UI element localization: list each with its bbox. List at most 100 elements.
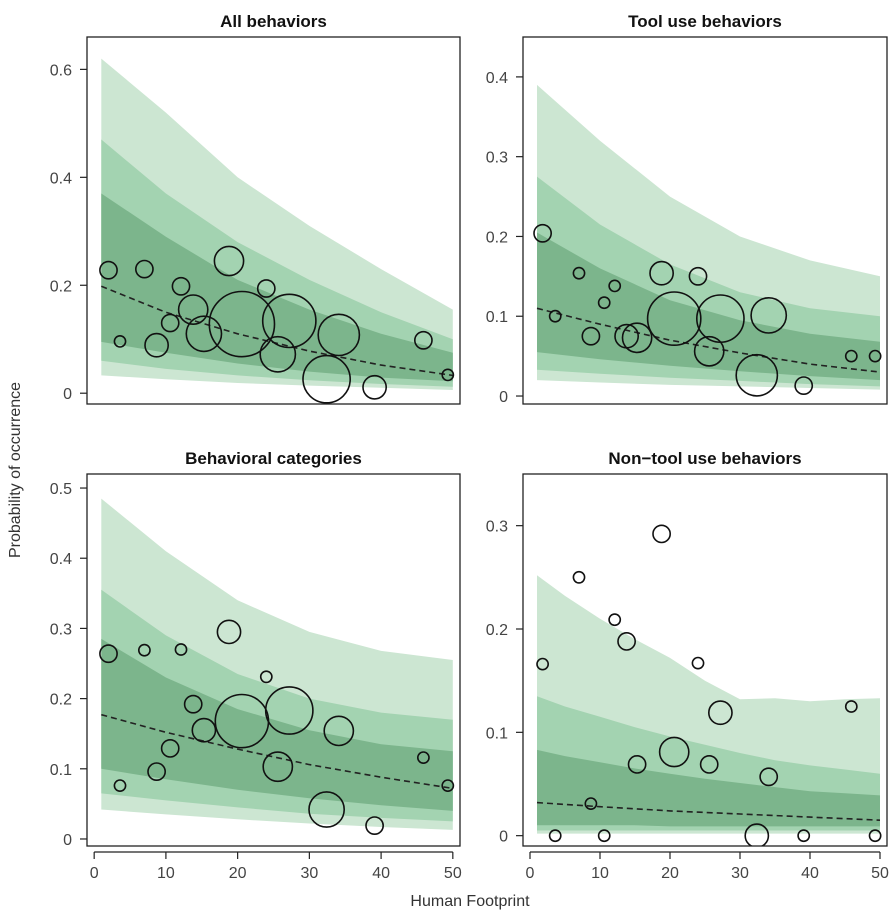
data-point (608, 613, 622, 627)
x-tick-label: 10 (591, 865, 609, 882)
data-point (308, 791, 346, 828)
y-tick-label: 0.2 (50, 692, 72, 709)
data-point (160, 313, 180, 333)
data-point (584, 797, 598, 810)
band-inner (101, 638, 453, 811)
plot-area (536, 524, 882, 846)
panel-frame (522, 473, 888, 847)
data-point (144, 332, 170, 358)
data-point (99, 260, 118, 280)
data-point (262, 751, 294, 783)
data-point (365, 816, 385, 836)
data-point (216, 619, 242, 645)
plot-area (99, 58, 455, 404)
data-point (868, 349, 882, 363)
y-tick-label: 0.1 (486, 309, 508, 326)
data-point (744, 823, 770, 846)
y-tick-label: 0.2 (486, 622, 508, 639)
fit-line (536, 801, 881, 821)
data-point (259, 670, 273, 684)
y-tick-label: 0.3 (50, 621, 72, 638)
data-point (533, 223, 553, 243)
data-point (794, 376, 814, 396)
panel-frame (522, 36, 888, 405)
data-point (317, 313, 361, 357)
data-point (137, 643, 151, 657)
x-tick-label: 10 (157, 865, 175, 882)
data-point (147, 762, 167, 782)
plot-area (533, 84, 882, 397)
data-point (213, 245, 245, 277)
data-point (113, 779, 127, 792)
y-tick-label: 0.1 (50, 762, 72, 779)
y-tick-label: 0.2 (486, 229, 508, 246)
data-point (691, 656, 705, 670)
data-point (441, 368, 455, 382)
data-point (621, 322, 653, 354)
y-axis-label: Probability of occurrence (7, 382, 24, 558)
data-point (844, 700, 858, 713)
data-point (597, 829, 611, 843)
fit-line (101, 713, 453, 790)
data-point (208, 290, 276, 358)
data-point (183, 694, 203, 714)
y-tick-label: 0.6 (50, 62, 72, 79)
y-tick-label: 0.3 (486, 150, 508, 167)
y-tick-label: 0.5 (50, 481, 72, 498)
data-point (259, 335, 297, 373)
y-tick-label: 0.3 (486, 519, 508, 536)
x-tick-label: 30 (300, 865, 318, 882)
data-point (177, 294, 209, 326)
data-point (256, 279, 276, 298)
data-point (191, 717, 217, 743)
data-point (413, 330, 433, 350)
y-tick-label: 0 (499, 829, 508, 846)
y-tick-label: 0 (63, 386, 72, 403)
panel-3: Behavioral categories 0 0.1 0.2 0.3 0.4 0.5 0 10… (50, 449, 462, 882)
data-point (536, 657, 549, 671)
x-tick-label: 40 (372, 865, 390, 882)
panel-title: Tool use behaviors (628, 12, 782, 31)
data-point (264, 686, 314, 735)
panel-2: Tool use behaviors 0 0.1 0.2 0.3 0.4 (486, 12, 888, 406)
data-point (160, 739, 180, 758)
band-inner (101, 193, 453, 382)
y-tick-label: 0.4 (486, 70, 508, 87)
data-point (617, 632, 637, 651)
data-point (627, 755, 647, 774)
panel-1: All behaviors 0 0.2 0.4 0.6 (50, 12, 461, 405)
x-tick-label: 50 (871, 865, 889, 882)
data-point (572, 266, 586, 280)
panel-title: All behaviors (220, 12, 327, 31)
data-point (608, 279, 622, 293)
y-tick-label: 0.1 (486, 725, 508, 742)
data-point (759, 767, 779, 787)
data-point (688, 266, 708, 286)
data-point (548, 829, 562, 843)
data-point (362, 374, 388, 400)
data-point (572, 570, 586, 584)
data-point (99, 644, 118, 664)
data-point (708, 700, 733, 726)
x-tick-label: 30 (731, 865, 749, 882)
data-point (696, 294, 745, 344)
data-point (597, 296, 611, 310)
x-tick-label: 20 (229, 865, 247, 882)
data-point (261, 293, 317, 349)
data-point (548, 309, 562, 323)
panel-4: Non−tool use behaviors 0 0.1 0.2 0.3 0 10 20 30 4… (486, 449, 889, 882)
panel-frame (86, 36, 461, 405)
data-point (658, 736, 690, 768)
y-tick-label: 0.4 (50, 170, 72, 187)
y-tick-label: 0 (499, 389, 508, 406)
fit-line (536, 307, 881, 373)
data-point (113, 334, 127, 348)
plot-area (99, 498, 455, 836)
data-point (185, 315, 223, 353)
data-point (844, 349, 858, 363)
y-tick-label: 0.2 (50, 278, 72, 295)
panel-title: Behavioral categories (185, 449, 362, 468)
panel-frame (86, 473, 461, 847)
data-point (693, 335, 725, 367)
